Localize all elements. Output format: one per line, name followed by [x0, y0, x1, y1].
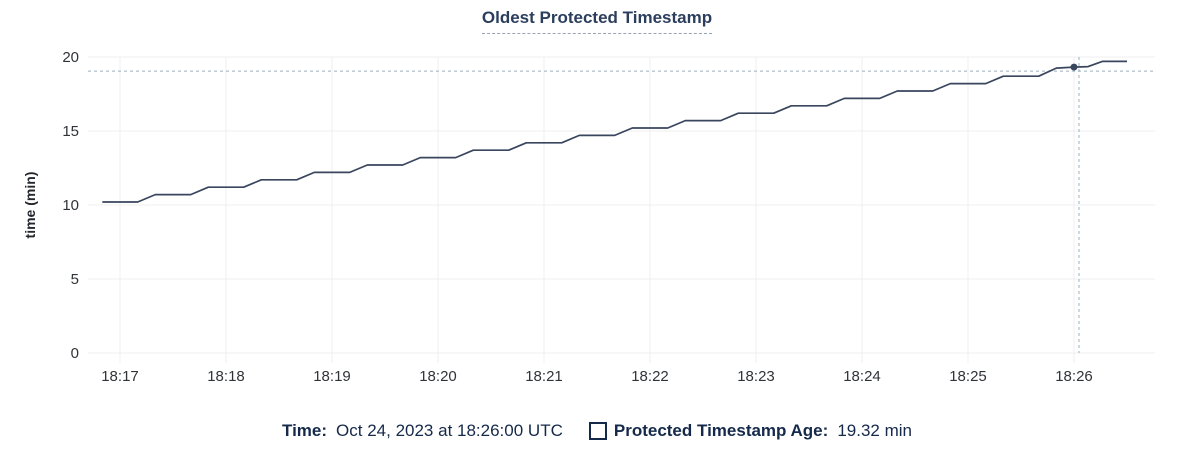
- legend-time: Time: Oct 24, 2023 at 18:26:00 UTC: [282, 421, 563, 441]
- x-tick-label: 18:23: [737, 368, 775, 385]
- x-tick-label: 18:26: [1055, 368, 1093, 385]
- legend-series-label: Protected Timestamp Age:: [613, 421, 829, 440]
- x-tick-label: 18:22: [631, 368, 669, 385]
- line-chart-plot-area[interactable]: 0 5 10 15 20 18:17 18:18 18:19 18:20 18:21 18:22 18…: [0, 0, 1194, 410]
- legend-time-value: Oct 24, 2023 at 18:26:00 UTC: [336, 421, 563, 440]
- y-axis-label: time (min): [22, 171, 38, 239]
- legend-time-label: Time:: [282, 421, 328, 440]
- legend-series-toggle[interactable]: Protected Timestamp Age: 19.32 min: [588, 421, 912, 441]
- y-tick-label: 15: [62, 123, 79, 140]
- x-tick-label: 18:24: [843, 368, 881, 385]
- x-tick-label: 18:21: [525, 368, 563, 385]
- x-tick-label: 18:20: [419, 368, 457, 385]
- x-tick-label: 18:18: [207, 368, 245, 385]
- chart-title-row: Oldest Protected Timestamp: [0, 8, 1194, 34]
- series-line-protected-timestamp-age: [102, 60, 1127, 203]
- x-tick-label: 18:25: [949, 368, 987, 385]
- legend: Time: Oct 24, 2023 at 18:26:00 UTC Prote…: [0, 421, 1194, 441]
- x-tick-label: 18:17: [101, 368, 139, 385]
- series-checkbox-icon[interactable]: [588, 422, 607, 440]
- y-tick-label: 20: [62, 49, 79, 66]
- x-tick-label: 18:19: [313, 368, 351, 385]
- hover-point-dot: [1070, 63, 1078, 71]
- y-tick-label: 10: [62, 197, 79, 214]
- legend-series-value: 19.32 min: [837, 421, 912, 440]
- y-tick-label: 5: [71, 271, 79, 288]
- y-tick-label: 0: [71, 345, 79, 362]
- chart-title[interactable]: Oldest Protected Timestamp: [481, 8, 713, 34]
